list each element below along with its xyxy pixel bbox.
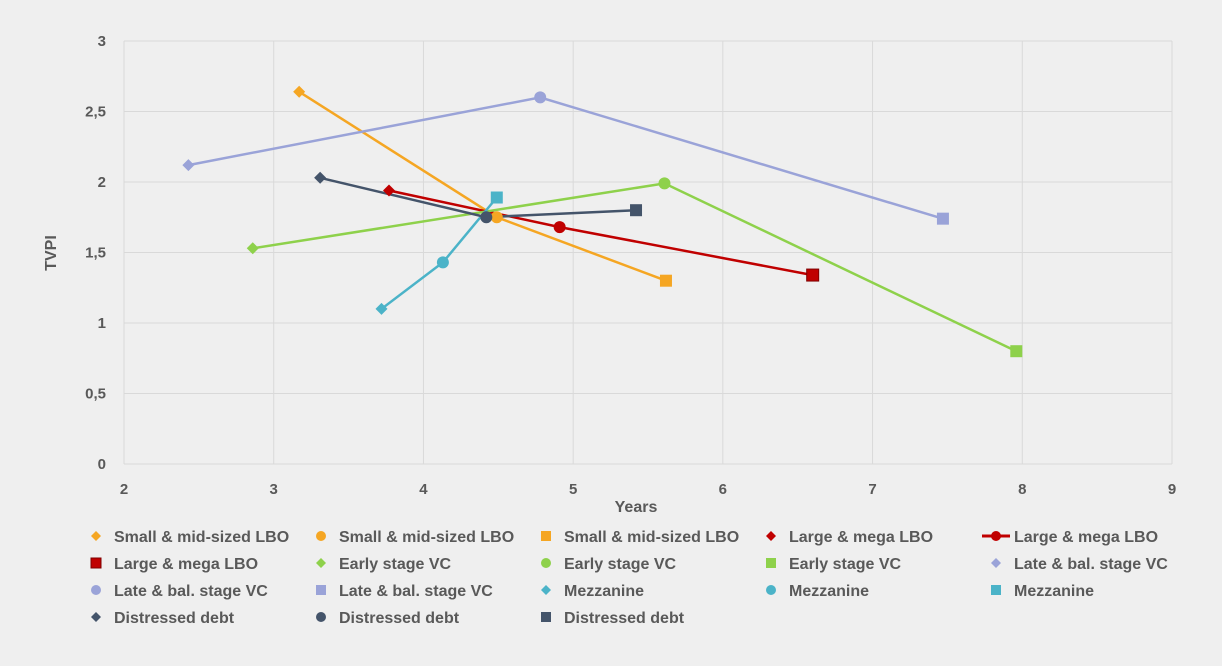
legend-marker: [541, 585, 551, 595]
data-point-circle: [553, 221, 566, 234]
series-line: [380, 196, 498, 310]
legend-entry: Mezzanine: [541, 583, 644, 600]
data-point-circle: [534, 91, 547, 104]
legend-label: Small & mid-sized LBO: [564, 529, 739, 546]
legend-entry: Small & mid-sized LBO: [541, 529, 739, 546]
legend-entry: Late & bal. stage VC: [316, 583, 493, 600]
legend-marker: [541, 531, 551, 541]
legend-marker: [991, 531, 1001, 541]
legend-entry: Large & mega LBO: [90, 556, 258, 573]
series-connectors: [188, 90, 1017, 353]
legend-marker: [316, 531, 326, 541]
series-line: [319, 176, 637, 219]
legend-label: Large & mega LBO: [1014, 529, 1158, 546]
data-point-diamond: [246, 242, 259, 255]
legend-label: Late & bal. stage VC: [1014, 556, 1168, 573]
data-point-circle: [490, 211, 503, 224]
legend-label: Mezzanine: [789, 583, 869, 600]
legend-entry: Mezzanine: [991, 583, 1094, 600]
legend-marker: [766, 558, 776, 568]
legend-marker: [316, 585, 326, 595]
y-tick-label: 1,5: [85, 245, 106, 262]
legend-label: Early stage VC: [564, 556, 677, 573]
legend-marker: [766, 585, 776, 595]
legend: Small & mid-sized LBO Small & mid-sized L…: [90, 529, 1168, 627]
data-point-diamond: [382, 184, 395, 197]
series-line: [388, 189, 813, 277]
legend-label: Early stage VC: [339, 556, 452, 573]
x-tick-label: 3: [270, 481, 278, 498]
legend-entry: Early stage VC: [316, 556, 452, 573]
legend-marker: [541, 558, 551, 568]
data-point-square: [936, 212, 949, 225]
legend-entry: Distressed debt: [316, 610, 460, 627]
x-tick-label: 8: [1018, 481, 1026, 498]
data-point-square: [630, 204, 643, 217]
x-tick-label: 9: [1168, 481, 1176, 498]
y-tick-label: 0: [98, 456, 106, 473]
data-point-square: [490, 191, 503, 204]
legend-label: Large & mega LBO: [789, 529, 933, 546]
data-point-circle: [436, 256, 449, 269]
legend-marker: [991, 558, 1001, 568]
legend-marker: [91, 531, 101, 541]
legend-label: Distressed debt: [114, 610, 235, 627]
data-markers: [182, 85, 1023, 358]
legend-label: Distressed debt: [564, 610, 685, 627]
x-tick-label: 6: [719, 481, 727, 498]
data-point-circle: [480, 211, 493, 224]
y-tick-label: 3: [98, 33, 106, 50]
y-tick-label: 2,5: [85, 104, 106, 121]
legend-entry: Late & bal. stage VC: [991, 556, 1168, 573]
legend-label: Late & bal. stage VC: [114, 583, 268, 600]
legend-label: Early stage VC: [789, 556, 902, 573]
legend-label: Mezzanine: [1014, 583, 1094, 600]
x-axis-title: Years: [615, 499, 658, 516]
x-tick-label: 5: [569, 481, 577, 498]
y-tick-label: 2: [98, 174, 106, 191]
axis-ticks: 2 3 4 5 6 7 8 9 0 0,5 1 1,5 2 2,5 3: [85, 33, 1176, 498]
data-point-diamond: [375, 302, 388, 315]
legend-entry: Mezzanine: [766, 583, 869, 600]
legend-marker: [316, 558, 326, 568]
legend-label: Small & mid-sized LBO: [339, 529, 514, 546]
legend-entry: Early stage VC: [541, 556, 677, 573]
data-point-circle: [658, 177, 671, 190]
series-line: [188, 96, 944, 220]
legend-entry: Small & mid-sized LBO: [91, 529, 289, 546]
legend-entry: Distressed debt: [91, 610, 235, 627]
y-tick-label: 1: [98, 315, 106, 332]
x-tick-label: 7: [868, 481, 876, 498]
legend-marker: [766, 531, 776, 541]
legend-entry: Large & mega LBO: [982, 529, 1158, 546]
legend-entry: Large & mega LBO: [766, 529, 933, 546]
x-tick-label: 2: [120, 481, 128, 498]
legend-marker: [91, 585, 101, 595]
legend-marker: [91, 612, 101, 622]
legend-marker: [316, 612, 326, 622]
data-point-diamond: [182, 159, 195, 172]
y-tick-label: 0,5: [85, 386, 106, 403]
legend-label: Large & mega LBO: [114, 556, 258, 573]
legend-entry: Early stage VC: [766, 556, 902, 573]
data-point-square: [659, 274, 672, 287]
legend-marker: [991, 585, 1001, 595]
legend-label: Mezzanine: [564, 583, 644, 600]
legend-label: Distressed debt: [339, 610, 460, 627]
legend-label: Late & bal. stage VC: [339, 583, 493, 600]
y-axis-title: TVPI: [43, 235, 60, 271]
gridlines: [123, 40, 1173, 465]
data-point-square: [806, 268, 820, 282]
legend-entry: Late & bal. stage VC: [91, 583, 268, 600]
data-point-diamond: [293, 85, 306, 98]
data-point-diamond: [314, 171, 327, 184]
legend-marker: [90, 557, 102, 569]
legend-marker: [541, 612, 551, 622]
legend-entry: Small & mid-sized LBO: [316, 529, 514, 546]
data-point-square: [1010, 345, 1023, 358]
legend-entry: Distressed debt: [541, 610, 685, 627]
x-tick-label: 4: [419, 481, 428, 498]
legend-label: Small & mid-sized LBO: [114, 529, 289, 546]
